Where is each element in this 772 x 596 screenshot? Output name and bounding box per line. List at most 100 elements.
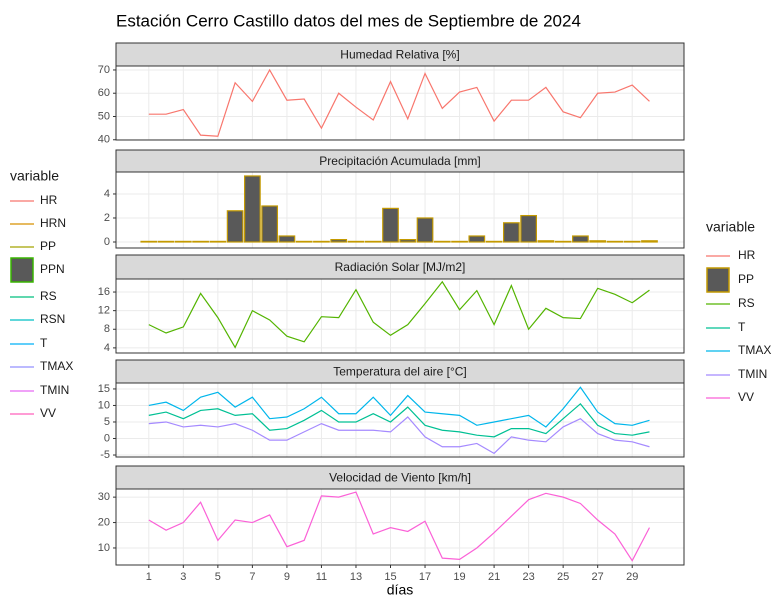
legend-label: VV: [40, 406, 56, 420]
legend-label: T: [738, 320, 746, 334]
bar: [140, 240, 158, 243]
bar: [572, 235, 589, 243]
y-tick-label: 0: [104, 236, 110, 248]
y-tick-label: 15: [98, 383, 110, 395]
x-tick-label: 25: [557, 571, 569, 583]
x-tick-label: 1: [146, 571, 152, 583]
y-tick-label: 70: [98, 64, 110, 76]
x-tick-label: 15: [384, 571, 396, 583]
y-tick-label: 10: [98, 399, 110, 411]
strip-background: [115, 254, 685, 280]
x-tick-label: 19: [453, 571, 465, 583]
legend-title: variable: [10, 168, 59, 184]
bar: [416, 217, 434, 243]
x-axis-label: días: [387, 582, 413, 596]
bar: [502, 222, 520, 243]
panel-border: [115, 278, 685, 354]
panel-border: [115, 65, 685, 141]
legend-key: [706, 267, 730, 293]
bar: [485, 240, 503, 243]
y-tick-label: 4: [104, 188, 110, 200]
chart-title: Estación Cerro Castillo datos del mes de…: [116, 11, 581, 30]
line: [148, 386, 650, 428]
legend-label: T: [40, 336, 48, 350]
panel-border: [115, 171, 685, 249]
legend-label: HRN: [40, 216, 66, 230]
y-tick-label: 50: [98, 110, 110, 122]
legend-label: RSN: [40, 312, 65, 326]
y-tick-label: 2: [104, 212, 110, 224]
legend-label: HR: [738, 248, 756, 262]
line: [148, 402, 650, 438]
y-tick-label: 16: [98, 286, 110, 298]
bar: [174, 240, 192, 243]
panel-title: Radiación Solar [MJ/m2]: [335, 260, 466, 274]
bar: [364, 240, 382, 243]
bar: [537, 240, 555, 243]
y-tick-label: 20: [98, 516, 110, 528]
panel-title: Temperatura del aire [°C]: [333, 365, 467, 379]
legend-label: PPN: [40, 262, 65, 276]
bar: [226, 210, 244, 243]
x-tick-label: 3: [180, 571, 186, 583]
panel-background: [116, 489, 684, 565]
legend-label: TMAX: [40, 359, 73, 373]
legend-label: PP: [40, 239, 56, 253]
x-tick-label: 29: [626, 571, 638, 583]
panel-background: [116, 383, 684, 457]
bar: [382, 207, 399, 243]
legend-label: VV: [738, 390, 754, 404]
panel-background: [116, 172, 684, 248]
y-tick-label: 12: [98, 305, 110, 317]
x-tick-label: 5: [215, 571, 221, 583]
bar: [295, 240, 313, 243]
y-tick-label: 8: [104, 323, 110, 335]
bar: [209, 240, 227, 243]
panel-background: [116, 279, 684, 353]
bar: [451, 240, 468, 243]
legend-label: TMAX: [738, 343, 771, 357]
legend-label: RS: [40, 289, 57, 303]
legend-title: variable: [706, 219, 755, 235]
x-tick-label: 13: [350, 571, 362, 583]
y-tick-label: 10: [98, 542, 110, 554]
bar: [261, 205, 279, 243]
bar: [433, 240, 451, 243]
y-tick-label: 0: [104, 432, 110, 444]
legend-label: PP: [738, 272, 754, 286]
panel-border: [115, 488, 685, 566]
x-tick-label: 9: [284, 571, 290, 583]
bar: [554, 240, 572, 243]
panel-title: Precipitación Acumulada [mm]: [319, 154, 480, 168]
bar: [192, 240, 209, 243]
x-tick-label: 7: [249, 571, 255, 583]
line: [148, 491, 651, 562]
y-tick-label: 5: [104, 416, 110, 428]
bar: [641, 240, 658, 243]
bar: [347, 240, 365, 243]
panel-title: Velocidad de Viento [km/h]: [329, 471, 471, 485]
bar: [520, 214, 537, 243]
bar: [468, 235, 486, 243]
legend-label: TMIN: [40, 383, 69, 397]
y-tick-label: 4: [104, 342, 110, 354]
line: [148, 416, 650, 455]
legend-key: [10, 257, 34, 283]
panel-title: Humedad Relativa [%]: [340, 48, 459, 62]
bar: [330, 238, 348, 243]
legend-label: RS: [738, 296, 755, 310]
legend-label: TMIN: [738, 367, 767, 381]
bar: [313, 240, 330, 243]
y-tick-label: 30: [98, 491, 110, 503]
x-tick-label: 11: [316, 571, 327, 583]
bar: [157, 240, 175, 243]
y-tick-label: -5: [100, 449, 110, 461]
x-tick-label: 17: [419, 571, 431, 583]
line: [148, 68, 650, 137]
bar: [623, 240, 641, 243]
bar: [244, 175, 261, 243]
y-tick-label: 60: [98, 87, 110, 99]
bar: [606, 240, 624, 243]
bar: [399, 238, 417, 243]
bar: [278, 235, 296, 243]
